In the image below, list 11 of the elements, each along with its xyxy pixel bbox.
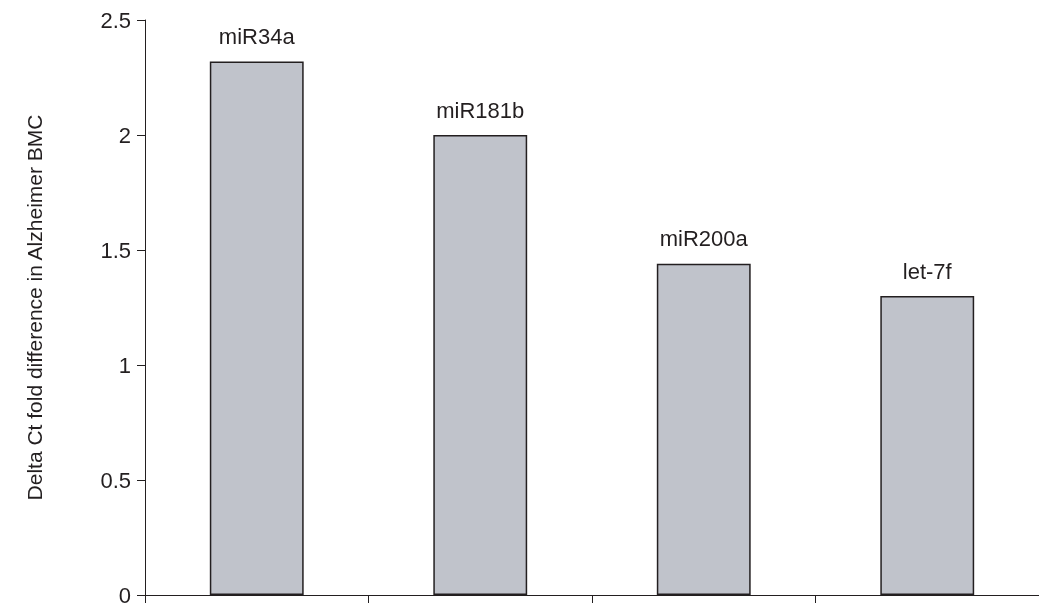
y-tick-label: 1 (118, 352, 131, 378)
y-tick-label: 0.5 (100, 467, 131, 493)
x-tick-label: let-7f (902, 258, 953, 284)
y-tick-label: 2 (118, 122, 131, 148)
x-tick-label: miR34a (218, 23, 296, 49)
x-tick-label: miR181b (436, 97, 525, 123)
y-axis-title: Delta Ct fold difference in Alzheimer BMC (23, 114, 46, 501)
y-tick-label: 0 (118, 582, 131, 608)
y-tick-label: 2.5 (100, 7, 131, 33)
y-tick-label: 1.5 (100, 237, 131, 263)
x-tick-label: miR200a (659, 226, 749, 252)
